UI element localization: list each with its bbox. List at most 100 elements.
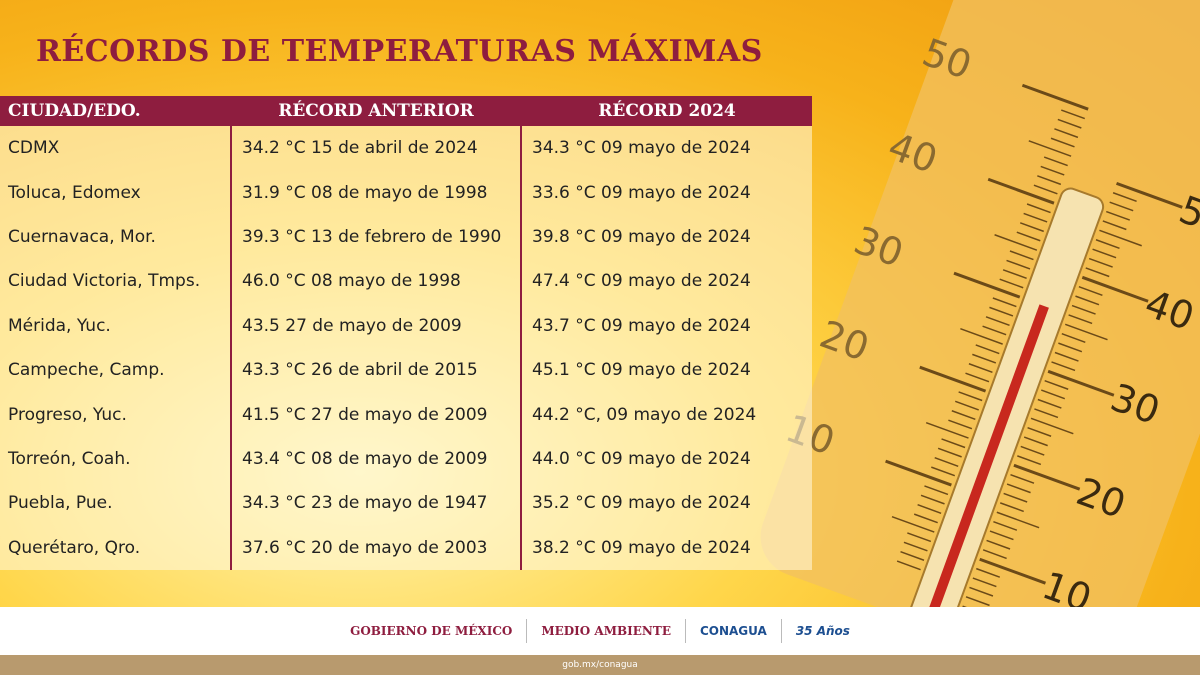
scale-tick [1027,426,1052,437]
record-cell: 43.3 °C 26 de abril de 2015 [230,347,521,393]
scale-tick [1033,184,1058,195]
scale-tick [953,271,1021,299]
record-cell: 35.2 °C 09 mayo de 2024 [520,481,812,526]
table-row: Progreso, Yuc. 41.5 °C 27 de mayo de 2009… [0,392,812,437]
scale-tick [1054,128,1079,139]
scale-tick [891,515,935,533]
scale-tick [917,504,942,514]
record-cell: 34.3 °C 23 de mayo de 1947 [230,481,521,526]
scale-tick [999,278,1024,289]
column-header: RÉCORD 2024 [520,96,812,126]
scale-tick [969,586,994,597]
record-cell: 31.9 °C 08 de mayo de 1998 [230,170,521,215]
record-cell: 46.0 °C 08 mayo de 1998 [230,259,521,304]
scale-tick [1009,250,1034,261]
scale-tick [934,457,959,467]
scale-tick [900,550,925,561]
scale-tick [994,234,1038,251]
scale-tick [958,391,983,402]
record-cell: 47.4 °C 09 mayo de 2024 [520,259,812,304]
scale-tick [972,353,997,364]
scale-tick [1016,231,1041,242]
title: RÉCORDS DE TEMPERATURAS MÁXIMAS [36,34,763,69]
scale-tick [1043,156,1068,167]
scale-tick [999,502,1024,513]
scale-tick [1013,463,1081,491]
record-cell: 45.1 °C 09 mayo de 2024 [520,347,812,393]
record-cell: 39.8 °C 09 mayo de 2024 [520,214,812,260]
scale-tick [937,447,962,458]
record-cell: 41.5 °C 27 de mayo de 2009 [230,392,521,437]
record-cell: 39.3 °C 13 de febrero de 1990 [230,214,521,260]
scale-tick [1023,436,1048,447]
scale-tick [1030,417,1074,435]
record-cell: 33.6 °C 09 mayo de 2024 [520,170,812,215]
scale-tick [985,316,1010,327]
city-cell: Torreón, Coah. [8,448,131,469]
scale-tick [1068,314,1093,325]
scale-tick [965,596,990,607]
table-row: CDMX 34.2 °C 15 de abril de 2024 34.3 °C 0… [0,126,812,171]
scale-tick [979,557,1047,585]
scale-tick [907,532,932,543]
scale-tick [1034,408,1059,419]
scale-tick [1099,229,1142,247]
scale-tick [1071,304,1096,315]
scale-tick [1088,257,1113,268]
logo-conagua: CONAGUA [699,624,767,638]
city-cell: Querétaro, Qro. [8,537,141,558]
scale-tick [1041,389,1066,400]
city-cell: Mérida, Yuc. [8,315,111,336]
scale-tick [992,297,1017,308]
city-cell: Progreso, Yuc. [8,404,127,425]
city-cell: Cuernavaca, Mor. [8,226,156,247]
city-cell: Puebla, Pue. [8,493,113,514]
scale-tick [1006,259,1031,270]
city-cell: Campeche, Camp. [8,360,165,381]
scale-tick [925,421,969,439]
table-row: Cuernavaca, Mor. 39.3 °C 13 de febrero de… [0,214,812,260]
scale-tick [1023,212,1048,223]
separator [684,619,686,643]
scale-tick [919,365,987,393]
scale-tick [1002,269,1027,280]
scale-tick [1085,267,1110,278]
record-cell: 34.2 °C 15 de abril de 2024 [230,126,521,171]
scale-tick [1057,118,1082,129]
scale-tick [982,549,1007,560]
scale-tick [976,567,1001,578]
scale-tick [1081,275,1149,303]
scale-tick [1020,445,1045,456]
scale-tick [1047,369,1115,397]
scale-tick [1010,473,1035,484]
scale-tick [975,344,1000,355]
table-body: CDMX 34.2 °C 15 de abril de 2024 34.3 °C 0… [0,126,812,570]
table-row: Ciudad Victoria, Tmps. 46.0 °C 08 mayo de… [0,259,812,304]
footer: GOBIERNO DE MÉXICO MEDIO AMBIENTE CONAGU… [0,607,1200,655]
scale-tick [989,530,1014,541]
separator [526,619,528,643]
scale-tick [993,520,1018,531]
thermometer: 50403020105040302010 [760,0,1200,607]
logo-medio-ambiente: MEDIO AMBIENTE [541,624,671,638]
scale-tick [1075,295,1100,306]
scale-tick [1102,220,1127,231]
table-row: Campeche, Camp. 43.3 °C 26 de abril de 20… [0,347,812,393]
table-row: Toluca, Edomex 31.9 °C 08 de mayo de 1998… [0,170,812,215]
scale-tick [931,466,956,477]
scale-tick [920,494,945,505]
scale-tick [1040,165,1065,176]
scale-tick [1054,351,1079,362]
scale-tick [972,577,997,588]
record-cell: 37.6 °C 20 de mayo de 2003 [230,525,521,570]
scale-tick [1092,248,1117,259]
logo-gobierno: GOBIERNO DE MÉXICO [350,624,513,638]
scale-tick [1003,492,1028,503]
city-cell: CDMX [8,138,60,159]
scale-tick [1078,286,1103,296]
record-cell: 34.3 °C 09 mayo de 2024 [520,126,812,171]
scale-tick [941,438,966,449]
record-cell: 44.0 °C 09 mayo de 2024 [520,436,812,482]
city-cell: Toluca, Edomex [8,182,141,203]
